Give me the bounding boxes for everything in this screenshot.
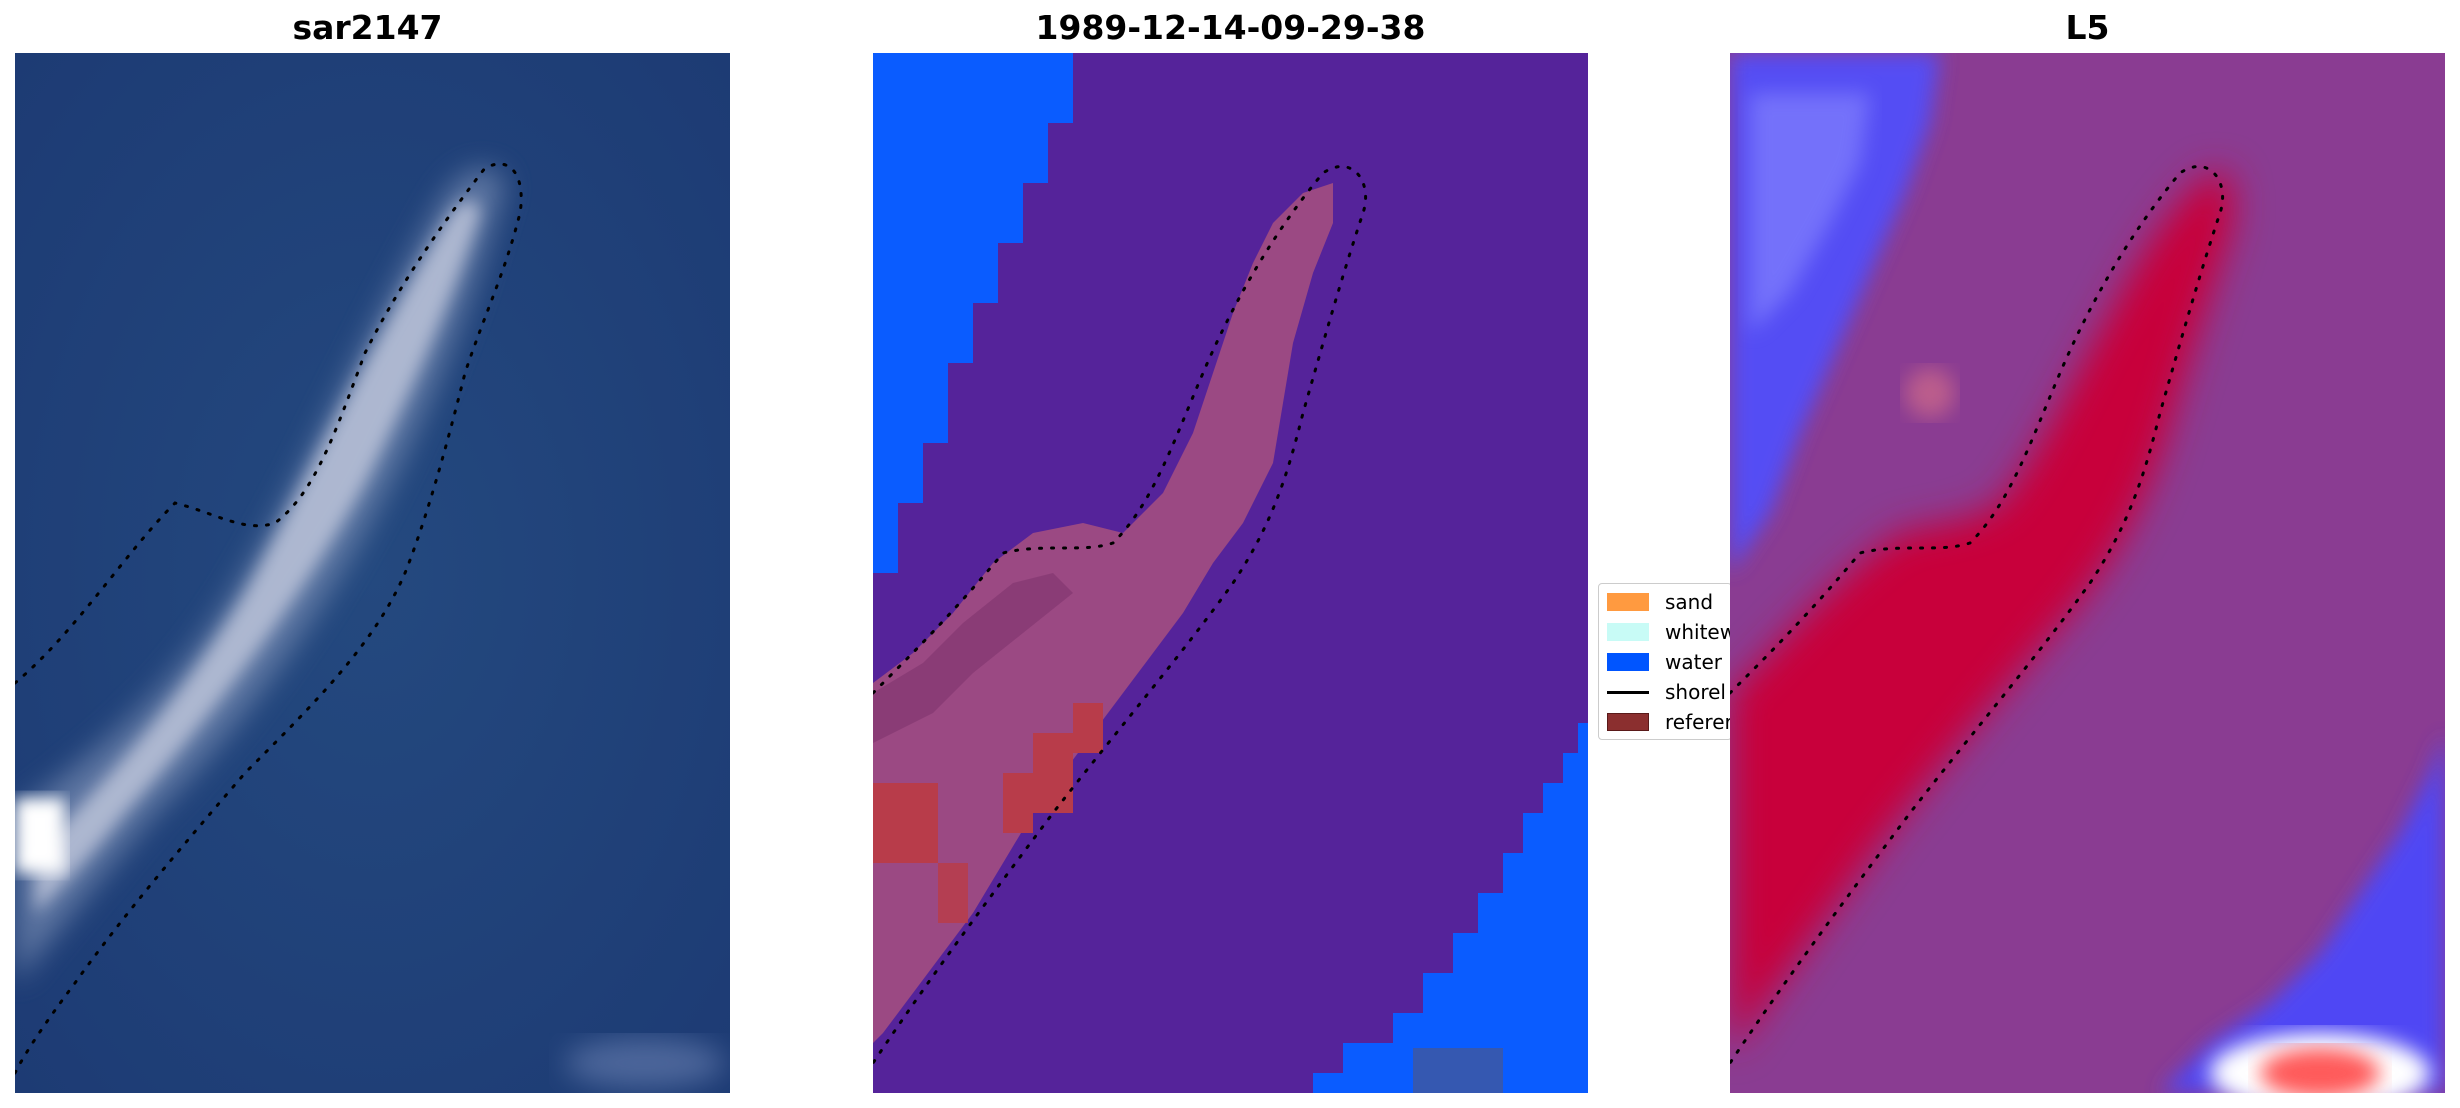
blue-region-bottom-right bbox=[2160, 733, 2445, 1093]
shoreline-dotted bbox=[1730, 165, 2225, 1065]
legend-label: water bbox=[1665, 650, 1722, 674]
water-region-bottom-right bbox=[1313, 723, 1588, 1093]
legend-item-reference: referer bbox=[1607, 707, 1732, 737]
legend-label: shorel bbox=[1665, 680, 1726, 704]
panel-title-rgb: sar2147 bbox=[292, 8, 443, 47]
legend-label: sand bbox=[1665, 590, 1714, 614]
legend-label: whitew bbox=[1665, 620, 1732, 644]
panel-title-classification: 1989-12-14-09-29-38 bbox=[1035, 8, 1426, 47]
water-region-top-left bbox=[873, 53, 1073, 573]
legend-label: referer bbox=[1665, 710, 1732, 734]
legend-item-water: water bbox=[1607, 647, 1722, 677]
legend-item-whitewater: whitew bbox=[1607, 617, 1732, 647]
red-patch bbox=[873, 783, 938, 863]
legend-swatch-water bbox=[1607, 653, 1649, 671]
sand-overlay bbox=[873, 183, 1333, 1043]
red-spit bbox=[1730, 171, 2234, 1053]
legend: sand whitew water shorel referer bbox=[1598, 583, 1732, 740]
legend-swatch-sand bbox=[1607, 593, 1649, 611]
probability-image bbox=[1730, 53, 2445, 1093]
legend-item-sand: sand bbox=[1607, 587, 1713, 617]
rgb-image-panel bbox=[15, 53, 730, 1093]
legend-item-shoreline: shorel bbox=[1607, 677, 1726, 707]
classification-panel bbox=[873, 53, 1588, 1093]
shoreline-dotted bbox=[15, 162, 523, 1075]
probability-panel bbox=[1730, 53, 2445, 1093]
panel-title-probability: L5 bbox=[2065, 8, 2110, 47]
shoreline-dotted bbox=[873, 165, 1368, 1065]
legend-swatch-whitewater bbox=[1607, 623, 1649, 641]
rgb-image bbox=[15, 53, 730, 1093]
classification-image bbox=[873, 53, 1588, 1093]
legend-swatch-reference bbox=[1607, 713, 1649, 731]
legend-swatch-shoreline bbox=[1607, 690, 1649, 694]
